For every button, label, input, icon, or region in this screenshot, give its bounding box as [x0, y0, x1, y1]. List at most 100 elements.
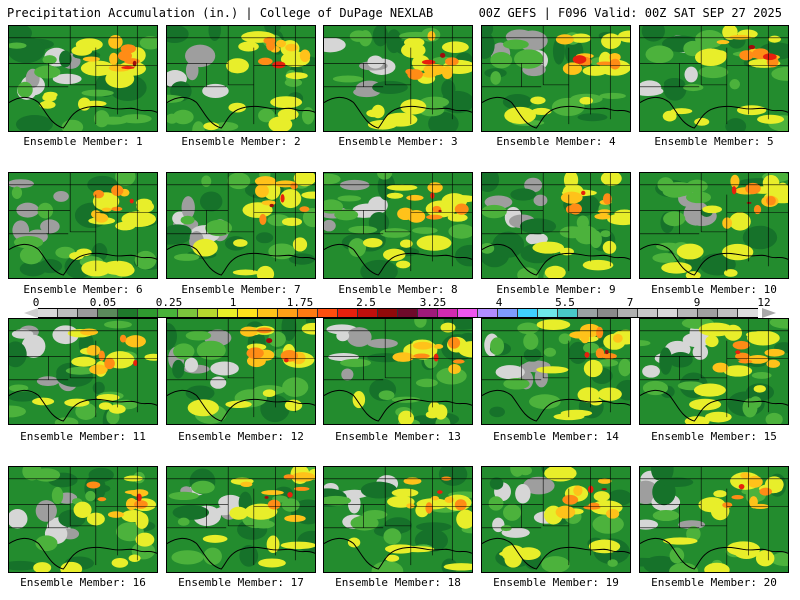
very-heavy-precip-area	[448, 364, 461, 375]
moderate-precip-area	[662, 185, 688, 198]
heavy-precip-area	[456, 509, 472, 529]
gulf-coastline	[9, 96, 157, 129]
moderate-precip-area	[51, 486, 64, 505]
heavy-precip-area	[98, 402, 113, 410]
gulf-coastline	[640, 96, 788, 129]
colorbar-swatch	[618, 309, 638, 317]
gulf-coastline	[324, 243, 472, 276]
max-precip-area	[264, 495, 269, 499]
moderate-precip-area	[115, 173, 136, 186]
light-precip-area	[9, 560, 39, 571]
colorbar-swatch	[318, 309, 338, 317]
very-heavy-precip-area	[747, 475, 763, 488]
colorbar-swatch	[438, 309, 458, 317]
heavy-precip-area	[363, 238, 383, 248]
moderate-precip-area	[523, 332, 539, 350]
heavy-precip-area	[733, 541, 760, 560]
heavy-precip-area	[597, 387, 622, 401]
colorbar-swatch	[158, 309, 178, 317]
heavy-precip-area	[401, 546, 435, 553]
light-precip-area	[441, 79, 456, 99]
heavy-precip-area	[123, 475, 143, 482]
max-precip-area	[746, 201, 752, 204]
heavy-precip-area	[457, 341, 472, 358]
page-title: Precipitation Accumulation (in.) | Colle…	[7, 6, 434, 20]
moderate-precip-area	[686, 526, 701, 542]
light-precip-area	[167, 322, 177, 350]
ensemble-member-map	[8, 172, 158, 279]
very-heavy-precip-area	[568, 203, 582, 215]
moderate-precip-area	[134, 250, 157, 270]
light-precip-area	[59, 50, 72, 68]
very-heavy-precip-area	[555, 505, 576, 519]
moderate-precip-area	[192, 121, 205, 131]
moderate-precip-area	[281, 498, 300, 512]
moderate-precip-area	[414, 319, 427, 328]
colorbar-swatch	[498, 309, 518, 317]
ensemble-member-label: Ensemble Member: 11	[20, 430, 146, 443]
moderate-precip-area	[104, 320, 132, 329]
colorbar-swatch	[598, 309, 618, 317]
colorbar-swatch	[238, 309, 258, 317]
very-heavy-precip-area	[406, 194, 424, 201]
colorbar-swatch	[298, 309, 318, 317]
state-borders	[167, 173, 315, 272]
moderate-precip-area	[75, 402, 97, 420]
very-heavy-precip-area	[254, 176, 277, 187]
max-precip-area	[581, 190, 586, 196]
max-precip-area	[604, 349, 609, 355]
ensemble-member-map	[481, 25, 631, 132]
heavy-precip-area	[713, 490, 727, 498]
heavy-precip-area	[602, 240, 617, 254]
max-precip-area	[762, 53, 777, 61]
very-heavy-precip-area	[425, 502, 433, 514]
colorbar-swatch	[358, 309, 378, 317]
light-precip-area	[492, 231, 525, 258]
moderate-precip-area	[765, 412, 783, 424]
heavy-precip-area	[187, 399, 219, 417]
colorbar-swatch	[78, 309, 98, 317]
max-precip-area	[738, 483, 745, 490]
heavy-precip-area	[192, 238, 218, 257]
colorbar-swatch	[578, 309, 598, 317]
heavy-precip-area	[694, 117, 710, 126]
very-heavy-precip-area	[562, 494, 579, 505]
moderate-precip-area	[517, 322, 539, 335]
moderate-precip-area	[642, 380, 669, 396]
very-heavy-precip-area	[98, 350, 105, 361]
very-heavy-precip-area	[722, 502, 733, 508]
very-heavy-precip-area	[82, 56, 100, 62]
gulf-coastline	[640, 243, 788, 276]
moderate-precip-area	[683, 83, 704, 92]
light-precip-area	[167, 26, 189, 44]
max-precip-area	[735, 350, 741, 355]
ensemble-member-map	[639, 318, 789, 425]
heavy-precip-area	[71, 45, 93, 56]
gulf-coastline	[324, 96, 472, 129]
moderate-precip-area	[503, 504, 522, 521]
dry-area	[210, 376, 227, 389]
ensemble-member-label: Ensemble Member: 15	[651, 430, 777, 443]
heavy-precip-area	[280, 541, 315, 550]
max-precip-area	[121, 66, 135, 70]
very-heavy-precip-area	[445, 57, 459, 66]
very-heavy-precip-area	[101, 207, 112, 212]
moderate-precip-area	[252, 519, 275, 529]
colorbar-tick-label: 1.75	[286, 296, 314, 309]
moderate-precip-area	[177, 517, 190, 526]
very-heavy-precip-area	[261, 200, 276, 206]
dry-area	[202, 83, 229, 98]
light-precip-area	[663, 77, 687, 101]
heavy-precip-area	[281, 217, 303, 227]
ensemble-member-label: Ensemble Member: 9	[496, 283, 616, 296]
heavy-precip-area	[768, 35, 781, 43]
gulf-coastline	[9, 389, 157, 422]
moderate-precip-area	[302, 207, 315, 228]
moderate-precip-area	[541, 556, 570, 572]
very-heavy-precip-area	[729, 34, 752, 40]
ensemble-member-label: Ensemble Member: 5	[654, 135, 774, 148]
light-precip-area	[577, 113, 608, 122]
gulf-coastline	[482, 243, 630, 276]
light-precip-area	[15, 115, 53, 131]
very-heavy-precip-area	[759, 487, 772, 496]
